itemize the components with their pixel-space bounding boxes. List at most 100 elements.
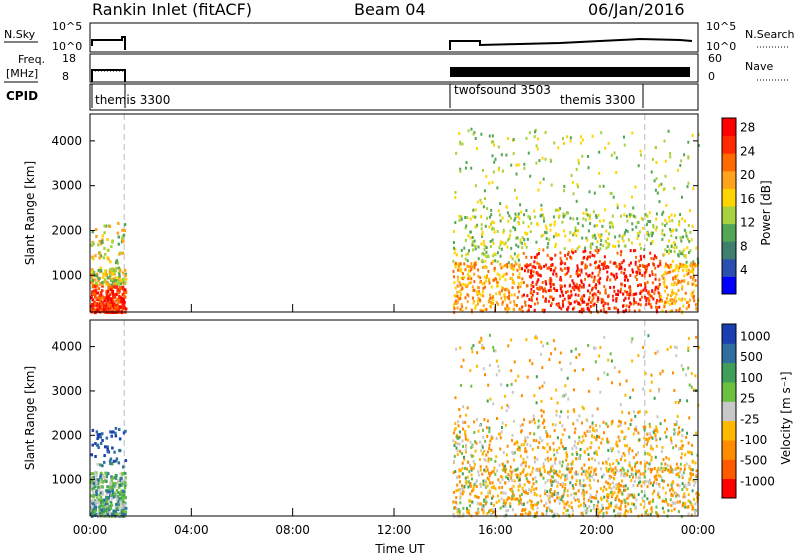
power-cell-1615 — [493, 230, 496, 234]
vel-cell-1793 — [588, 474, 591, 477]
power-cell-697 — [468, 274, 471, 278]
vel-cell-1563 — [521, 423, 524, 427]
power-cell-1420 — [681, 250, 684, 254]
vel-cell-1881 — [519, 494, 521, 498]
vel-cell-776 — [641, 496, 644, 500]
power-cell-1704 — [624, 296, 627, 300]
power-cell-676 — [509, 229, 512, 233]
vel-cell-1458 — [682, 367, 685, 371]
vel-cell-222 — [106, 492, 109, 495]
vel-colorbar-bin-8 — [722, 324, 736, 344]
power-cell-625 — [589, 213, 592, 217]
power-cell-612 — [665, 204, 668, 207]
power-cell-403 — [91, 241, 94, 245]
vel-cell-2006 — [494, 349, 497, 353]
vel-cell-1275 — [562, 473, 565, 477]
vel-cell-290 — [110, 479, 113, 483]
vel-cell-1360 — [570, 470, 573, 474]
power-colorbar-bin-4 — [722, 206, 736, 225]
vel-cell-1312 — [655, 438, 658, 442]
power-cell-716 — [552, 235, 555, 239]
vel-cell-257 — [104, 502, 108, 506]
x-tick-label-4: 16:00 — [478, 523, 513, 537]
vel-cell-951 — [656, 470, 659, 474]
power-cell-1908 — [604, 288, 607, 292]
power-cell-889 — [615, 292, 618, 296]
power-cell-633 — [483, 253, 486, 257]
power-cell-992 — [496, 251, 499, 255]
vel-cell-475 — [549, 435, 552, 438]
vel-cell-975 — [559, 351, 562, 355]
power-cell-1989 — [679, 262, 682, 266]
power-cell-1127 — [637, 234, 640, 237]
vel-cell-869 — [498, 463, 501, 467]
power-colorbar-bin-1 — [722, 258, 736, 277]
vel-cell-1950 — [467, 425, 470, 428]
power-cell-803 — [644, 295, 647, 299]
power-cell-338 — [117, 281, 121, 285]
vel-cell-1985 — [558, 460, 561, 464]
power-cell-1046 — [543, 308, 546, 312]
power-cell-22 — [103, 278, 107, 282]
power-cell-541 — [581, 224, 584, 228]
power-cell-931 — [613, 274, 616, 278]
power-cell-976 — [598, 278, 601, 282]
power-cell-1831 — [555, 242, 557, 246]
power-cell-1613 — [527, 304, 530, 308]
vel-cell-1518 — [466, 460, 469, 464]
power-cell-899 — [579, 141, 582, 145]
power-cell-1826 — [599, 267, 602, 271]
power-cell-1390 — [598, 281, 601, 285]
vel-cell-1894 — [461, 487, 464, 491]
vel-cell-2016 — [543, 504, 546, 508]
vel-cell-827 — [602, 461, 604, 465]
power-cell-1488 — [454, 196, 457, 200]
power-cell-1953 — [675, 292, 678, 296]
vel-cell-867 — [540, 499, 543, 503]
power-cell-1191 — [456, 275, 459, 279]
power-cell-1534 — [538, 159, 541, 163]
vel-cell-209 — [104, 445, 107, 449]
vel-cell-1351 — [577, 504, 580, 508]
vel-cell-1781 — [478, 502, 481, 506]
power-cell-1106 — [632, 293, 635, 297]
vel-cell-583 — [684, 453, 687, 457]
power-cell-901 — [492, 254, 495, 258]
power-cell-1608 — [636, 273, 639, 276]
power-cell-846 — [665, 296, 668, 300]
power-cell-1343 — [569, 295, 572, 299]
vel-cell-555 — [565, 502, 568, 506]
vel-cell-1190 — [513, 442, 516, 446]
power-cell-892 — [673, 241, 676, 244]
vel-cell-1099 — [530, 506, 533, 509]
power-cell-629 — [472, 215, 475, 219]
vel-cell-826 — [669, 436, 672, 440]
vel-cell-1868 — [554, 458, 557, 462]
vel-cell-1586 — [521, 470, 524, 474]
vel-cell-1975 — [638, 438, 641, 442]
power-cell-1639 — [606, 278, 609, 282]
power-cell-1188 — [671, 289, 674, 292]
power-cell-1468 — [526, 309, 529, 313]
vel-cell-1909 — [582, 489, 585, 493]
power-cell-261 — [105, 292, 108, 296]
power-cell-1580 — [610, 153, 613, 157]
power-cell-975 — [623, 233, 626, 237]
power-cell-1897 — [470, 268, 473, 271]
vel-cell-1404 — [550, 475, 553, 479]
power-cell-1689 — [598, 150, 601, 154]
nsky-frame — [89, 22, 699, 53]
power-cell-444 — [487, 269, 490, 273]
vel-cell-1089 — [587, 453, 590, 456]
power-cell-1790 — [575, 167, 578, 171]
vel-cell-1155 — [472, 466, 475, 470]
vel-cell-100 — [106, 502, 109, 506]
power-cell-1737 — [544, 280, 547, 284]
vel-cell-1555 — [660, 450, 663, 454]
power-cell-128 — [118, 276, 121, 280]
vel-cell-1216 — [609, 447, 612, 451]
vel-cell-307 — [105, 480, 108, 483]
vel-cell-1014 — [632, 475, 634, 479]
power-cell-826 — [475, 304, 477, 308]
vel-cell-491 — [594, 360, 597, 364]
